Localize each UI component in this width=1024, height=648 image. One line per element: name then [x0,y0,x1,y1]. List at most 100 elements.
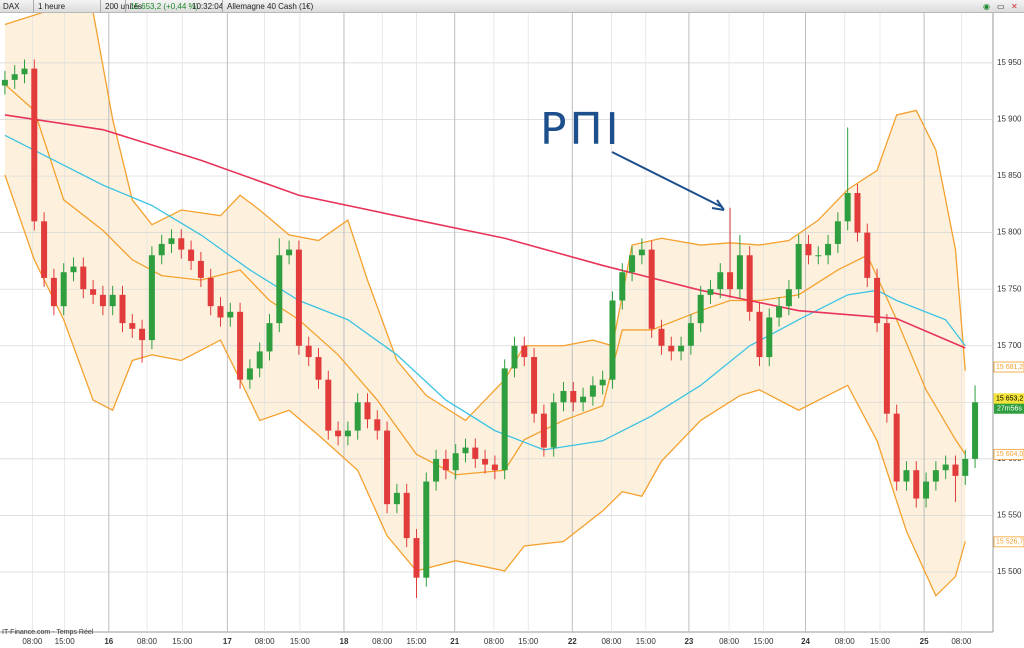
x-tick-label: 22 [568,637,577,646]
candle-body [599,379,606,386]
annotation: PΠI [540,104,622,155]
candle-body [893,413,900,482]
candle-body [913,470,920,499]
candle-body [413,538,420,578]
candle-body [325,379,332,431]
price-tag-label: 15 526,7 [996,539,1023,546]
candle-body [364,402,371,420]
y-tick-label: 15 750 [997,284,1022,293]
icon-close[interactable]: ✕ [1011,2,1018,11]
candle-body [648,249,655,329]
candle-body [50,277,57,307]
x-tick-label: 15:00 [518,637,539,646]
candle-body [207,277,214,307]
candle-body [99,294,106,307]
quote: 15 653,2 (+0,44 %) [125,0,198,13]
candle-body [727,272,734,290]
candle-body [60,272,67,307]
candle-body [354,402,361,431]
candle-body [825,243,832,256]
x-tick-label: 08:00 [835,637,856,646]
x-tick-label: 16 [104,637,113,646]
indicator-line [4,83,966,476]
candle-body [972,402,979,459]
x-tick-label: 24 [801,637,810,646]
period[interactable]: 1 heure [33,0,65,13]
candle-body [423,481,430,578]
candle-body [658,328,665,346]
icon-minimize[interactable]: ▭ [997,2,1005,11]
candle-body [746,255,753,312]
x-tick-label: 25 [920,637,929,646]
candle-body [129,323,136,329]
candle-body [472,447,479,459]
price-tag-label: 15 681,2 [996,364,1023,371]
candle-body [776,306,783,318]
candle-body [942,464,949,471]
candle-body [883,323,890,414]
candle-body [501,368,508,471]
candle-body [109,294,116,307]
candle-body [384,430,391,505]
footer-source: IT-Finance.com - Temps Réel [2,629,94,636]
candle-body [531,357,538,414]
x-tick-label: 08:00 [372,637,393,646]
candle-body [864,232,871,278]
candle-body [286,249,293,256]
candle-body [962,458,969,476]
candle-body [237,311,244,380]
candle-body [609,300,616,380]
price-tag-box [993,448,1024,460]
x-tick-label: 08:00 [951,637,972,646]
units[interactable]: 200 unités [100,0,142,13]
x-tick-label: 18 [340,637,349,646]
countdown-box [994,403,1024,414]
candle-body [158,243,165,256]
candle-body [874,277,881,324]
candle-body [952,464,959,476]
x-tick-label: 17 [223,637,232,646]
candle-body [227,311,234,318]
candle-body [31,68,38,222]
candle-body [276,255,283,324]
candle-body [815,255,822,257]
candle-body [374,419,381,431]
y-tick-label: 15 800 [997,228,1022,237]
x-tick-label: 21 [450,637,459,646]
candle-body [785,289,792,307]
annotation-arrow [611,151,723,208]
candle-body [903,470,910,482]
time: 10:32:04 [192,2,224,11]
candle-body [668,345,675,352]
candle-body [795,243,802,290]
candle-body [629,255,636,273]
icon-sync[interactable]: ◉ [983,2,990,11]
candle-body [403,492,410,539]
candle-body [678,345,685,352]
candle-body [521,345,528,358]
candle-body [80,266,87,290]
candle-body [139,328,146,341]
x-tick-label: 15:00 [753,637,774,646]
candle-body [687,323,694,346]
candle-body [736,255,743,290]
x-tick-label: 15:00 [55,637,76,646]
symbol[interactable]: DAX [3,2,20,11]
x-tick-label: 08:00 [255,637,276,646]
price-tag-box [993,361,1024,373]
candle-body [854,193,861,233]
candle-body [217,306,224,318]
y-tick-label: 15 850 [997,171,1022,180]
price-tag-label: 15 653,2 [996,396,1023,403]
countdown: 27m56s [997,406,1022,413]
candle-body [90,289,97,295]
candle-body [717,272,724,290]
y-tick-label: 15 950 [997,58,1022,67]
candle-body [619,272,626,301]
y-tick-label: 15 500 [997,567,1022,576]
x-tick-label: 08:00 [22,637,43,646]
candle-body [580,396,587,403]
x-tick-label: 08:00 [719,637,740,646]
y-tick-label: 15 700 [997,341,1022,350]
instrument: Allemagne 40 Cash (1€) [222,0,313,13]
